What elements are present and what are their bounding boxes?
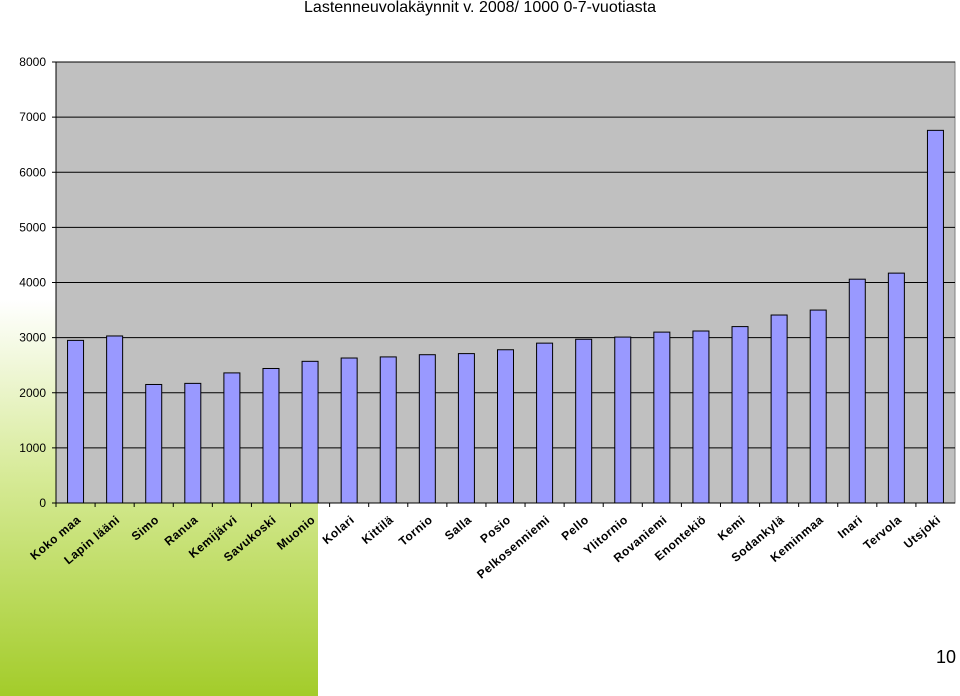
bar — [301, 360, 319, 504]
y-tick-label: 8000 — [19, 55, 46, 69]
x-tick-label: Simo — [129, 513, 162, 544]
bar — [223, 372, 241, 504]
bar — [770, 314, 788, 504]
bar — [418, 354, 436, 504]
bar — [692, 330, 710, 504]
x-tick-label: Kemi — [715, 513, 748, 544]
bar — [731, 326, 749, 504]
x-tick-label: Posio — [477, 513, 513, 546]
x-tick-label: Salla — [442, 513, 474, 543]
x-tick-label: Pello — [559, 513, 592, 544]
x-tick-label: Tervola — [861, 513, 905, 553]
bar — [614, 336, 632, 504]
x-tick-label: Tornio — [396, 513, 435, 549]
x-tick-label: Inari — [835, 513, 865, 542]
bar — [340, 357, 358, 504]
bar — [184, 382, 202, 504]
y-tick-label: 3000 — [19, 331, 46, 345]
bar — [809, 309, 827, 504]
bar — [67, 339, 85, 504]
bar — [145, 383, 163, 504]
x-tick-label: Kolari — [320, 513, 357, 548]
bar — [653, 331, 671, 504]
y-tick-label: 6000 — [19, 165, 46, 179]
bar — [457, 353, 475, 504]
x-tick-label: Pelkosenniemi — [474, 513, 552, 582]
bar — [106, 335, 124, 504]
x-tick-label: Utsjoki — [901, 513, 943, 552]
bar — [926, 129, 944, 504]
y-tick-label: 5000 — [19, 220, 46, 234]
x-tick-label: Kittilä — [359, 513, 396, 547]
x-tick-label: Muonio — [274, 513, 318, 553]
page-number: 10 — [935, 647, 956, 667]
bar — [887, 272, 905, 504]
bar — [262, 367, 280, 504]
y-tick-label: 7000 — [19, 110, 46, 124]
bar — [379, 356, 397, 504]
y-tick-label: 4000 — [19, 276, 46, 290]
chart-title: Lastenneuvolakäynnit v. 2008/ 1000 0-7-v… — [304, 0, 656, 16]
y-tick-label: 1000 — [19, 441, 46, 455]
bar — [497, 349, 514, 504]
bar — [536, 342, 554, 504]
y-tick-label: 2000 — [19, 386, 46, 400]
bar — [848, 278, 866, 504]
bar — [575, 338, 593, 504]
y-tick-label: 0 — [39, 496, 46, 510]
